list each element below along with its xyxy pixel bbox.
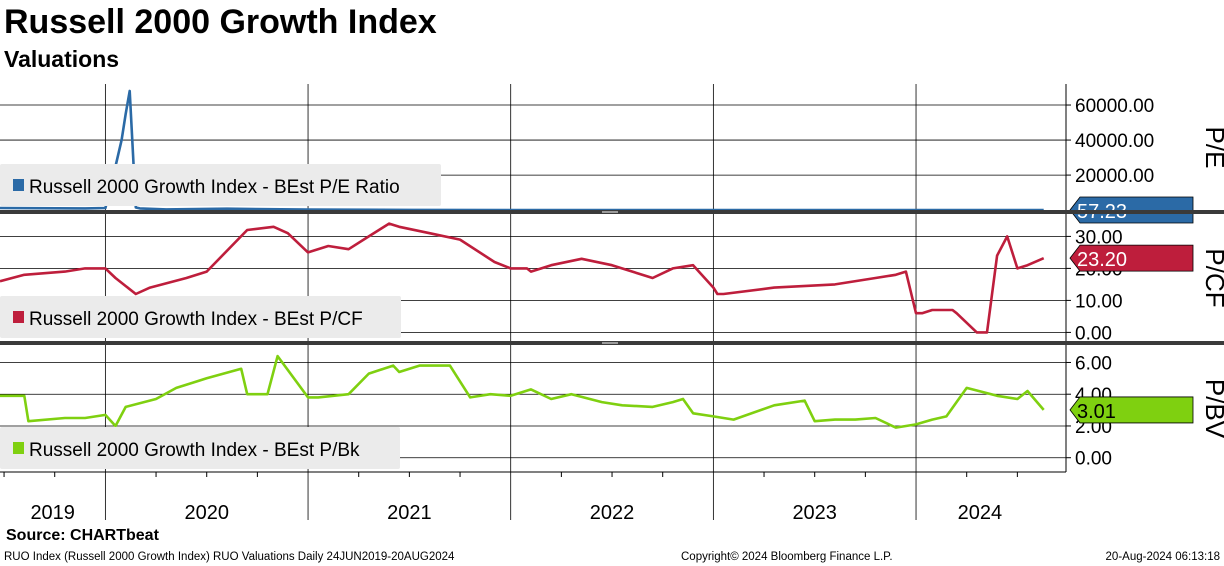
last-value-tag [1069,396,1194,424]
x-tick-label: 2019 [30,502,75,524]
panel-axis-title: P/BV [1200,379,1224,439]
y-tick-label: 0.00 [1075,323,1112,344]
last-value-label: 23.20 [1077,249,1127,271]
legend-swatch [13,442,24,454]
legend-box [0,164,441,206]
y-tick-label: 6.00 [1075,353,1112,374]
y-tick-label: 30.00 [1075,227,1123,248]
y-tick-label: 40000.00 [1075,131,1154,152]
panel-axis-title: P/E [1200,127,1224,169]
chart-title: Russell 2000 Growth Index [4,3,437,41]
footer-copyright: Copyright© 2024 Bloomberg Finance L.P. [681,551,893,563]
source-label: Source: CHARTbeat [6,527,159,544]
legend-swatch [13,179,24,191]
x-tick-label: 2020 [184,502,229,524]
legend-label: Russell 2000 Growth Index - BEst P/E Rat… [29,177,400,198]
chart-subtitle: Valuations [4,46,120,72]
panel-axis-title: P/CF [1200,248,1224,307]
y-tick-label: 0.00 [1075,449,1112,470]
x-tick-label: 2022 [590,502,635,524]
x-tick-label: 2021 [387,502,432,524]
legend-swatch [13,311,24,323]
footer-timestamp: 20-Aug-2024 06:13:18 [1105,551,1220,563]
series-line-pbv [0,354,1045,429]
last-value-tag [1069,244,1194,272]
legend-label: Russell 2000 Growth Index - BEst P/CF [29,309,363,330]
y-tick-label: 60000.00 [1075,96,1154,117]
series-line-pcf [0,222,1045,334]
legend-label: Russell 2000 Growth Index - BEst P/Bk [29,440,360,461]
footer-description: RUO Index (Russell 2000 Growth Index) RU… [4,551,455,563]
y-tick-label: 10.00 [1075,291,1123,312]
x-tick-label: 2023 [792,502,837,524]
legend-box [0,296,401,338]
separator-grip [602,342,618,344]
legend-box [0,427,400,469]
separator-grip [602,211,618,213]
last-value-label: 3.01 [1077,401,1116,423]
y-tick-label: 20000.00 [1075,166,1154,187]
x-tick-label: 2024 [958,502,1003,524]
